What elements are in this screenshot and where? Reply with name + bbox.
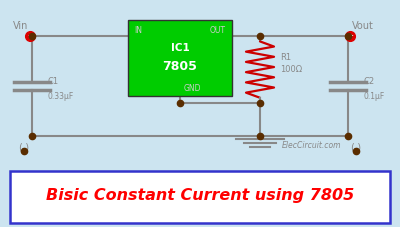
Text: IN: IN [134, 26, 142, 35]
Text: Vout: Vout [352, 22, 374, 32]
Text: +: + [27, 33, 33, 39]
Text: Bisic Constant Current using 7805: Bisic Constant Current using 7805 [46, 188, 354, 203]
Text: C2: C2 [364, 77, 375, 86]
Text: IC1: IC1 [171, 43, 189, 53]
Text: ElecCircuit.com: ElecCircuit.com [282, 141, 342, 150]
Text: Vin: Vin [13, 22, 28, 32]
Text: +: + [347, 33, 353, 39]
Text: 0.1μF: 0.1μF [364, 92, 385, 101]
Text: (-): (-) [18, 143, 30, 153]
Text: 0.33μF: 0.33μF [48, 92, 74, 101]
Text: GND: GND [184, 84, 202, 93]
Text: R1: R1 [280, 54, 291, 62]
FancyBboxPatch shape [128, 20, 232, 96]
Text: 100Ω: 100Ω [280, 65, 302, 74]
Text: (-): (-) [350, 143, 362, 153]
FancyBboxPatch shape [10, 171, 390, 223]
Text: OUT: OUT [210, 26, 226, 35]
Text: C1: C1 [48, 77, 59, 86]
Text: 7805: 7805 [162, 60, 198, 73]
